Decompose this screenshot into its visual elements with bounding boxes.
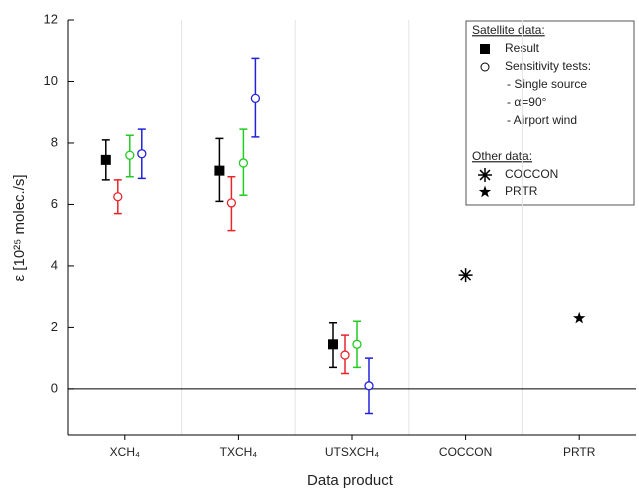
y-tick-label: 12: [44, 11, 58, 26]
point: [340, 350, 350, 360]
legend-marker: [480, 62, 490, 72]
point: [137, 149, 147, 159]
point: [364, 381, 374, 391]
y-tick-label: 6: [51, 196, 58, 211]
legend-label: COCCON: [505, 167, 558, 181]
x-tick-label: PRTR: [563, 445, 596, 459]
legend-heading: Satellite data:: [472, 23, 545, 37]
point: [250, 93, 261, 104]
legend-marker: [480, 44, 490, 54]
legend: Satellite data: Sensitivity tests: Other…: [465, 20, 635, 206]
y-tick-label: 8: [51, 134, 58, 149]
y-tick-label: 4: [51, 257, 58, 272]
x-tick-label: UTSXCH₄: [325, 445, 379, 459]
point: [113, 192, 123, 202]
point: [100, 154, 111, 165]
legend-heading: Sensitivity tests:: [505, 59, 591, 73]
y-axis-label: ε [10²⁵ molec./s]: [11, 174, 28, 281]
legend-label: PRTR: [505, 184, 538, 198]
point: [214, 165, 225, 176]
y-tick-label: 10: [44, 73, 58, 88]
legend-marker: [478, 185, 492, 198]
legend-label: - Airport wind: [507, 113, 577, 127]
point: [352, 339, 362, 349]
legend-label: - Single source: [507, 77, 587, 91]
point: [328, 339, 338, 350]
point: [226, 198, 237, 208]
y-tick-label: 0: [51, 380, 58, 395]
point: [125, 150, 135, 160]
point: [458, 268, 473, 283]
point: [573, 311, 586, 324]
legend-box: [465, 20, 635, 206]
legend-label: - α=90°: [507, 95, 547, 109]
x-tick-label: XCH₄: [110, 445, 140, 459]
point: [238, 158, 249, 168]
x-axis-label: Data product: [307, 472, 394, 489]
y-tick-label: 2: [51, 319, 58, 334]
x-tick-label: COCCON: [439, 445, 492, 459]
legend-heading: Other data:: [472, 149, 532, 163]
legend-marker: [478, 168, 492, 182]
x-tick-label: TXCH₄: [220, 445, 258, 459]
